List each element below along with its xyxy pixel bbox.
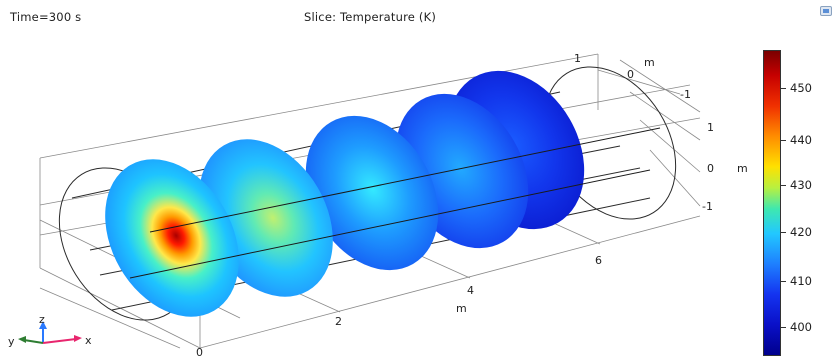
axis-tick-labels: 0 2 4 6 m 1 0 -1 m 1 0 -1 m (196, 52, 748, 358)
time-label: Time=300 s (10, 10, 82, 24)
z-tick-1: 1 (707, 121, 714, 134)
colorbar (763, 50, 781, 356)
cylinder-front-lines (129, 127, 661, 279)
x-tick-6: 6 (595, 254, 602, 267)
corner-tool-icon[interactable] (820, 6, 832, 16)
triad-y-label: y (8, 335, 15, 348)
colorbar-tick-420: 420 (790, 225, 812, 239)
colorbar-tick-410: 410 (790, 274, 812, 288)
slice-3 (305, 115, 439, 271)
slice-title: Slice: Temperature (K) (304, 10, 437, 24)
colorbar-tick-450: 450 (790, 81, 812, 95)
triad-z-label: z (39, 313, 45, 326)
z-tick-neg1: -1 (702, 200, 713, 213)
triad-x-label: x (85, 334, 92, 347)
colorbar-tick-400: 400 (790, 320, 812, 334)
colorbar-tick-430: 430 (790, 178, 812, 192)
x-tick-0: 0 (196, 346, 203, 358)
y-tick-1: 1 (574, 52, 581, 65)
z-tick-0: 0 (707, 162, 714, 175)
x-tick-2: 2 (335, 315, 342, 328)
slice-5 (105, 159, 239, 317)
x-tick-4: 4 (467, 284, 474, 297)
axis-triad: z x y (8, 313, 92, 348)
colorbar-tick-440: 440 (790, 133, 812, 147)
x-unit: m (456, 302, 467, 315)
y-tick-neg1: -1 (680, 88, 691, 101)
z-unit: m (737, 162, 748, 175)
y-tick-0: 0 (627, 68, 634, 81)
y-unit: m (644, 56, 655, 69)
temperature-slices (105, 70, 585, 317)
